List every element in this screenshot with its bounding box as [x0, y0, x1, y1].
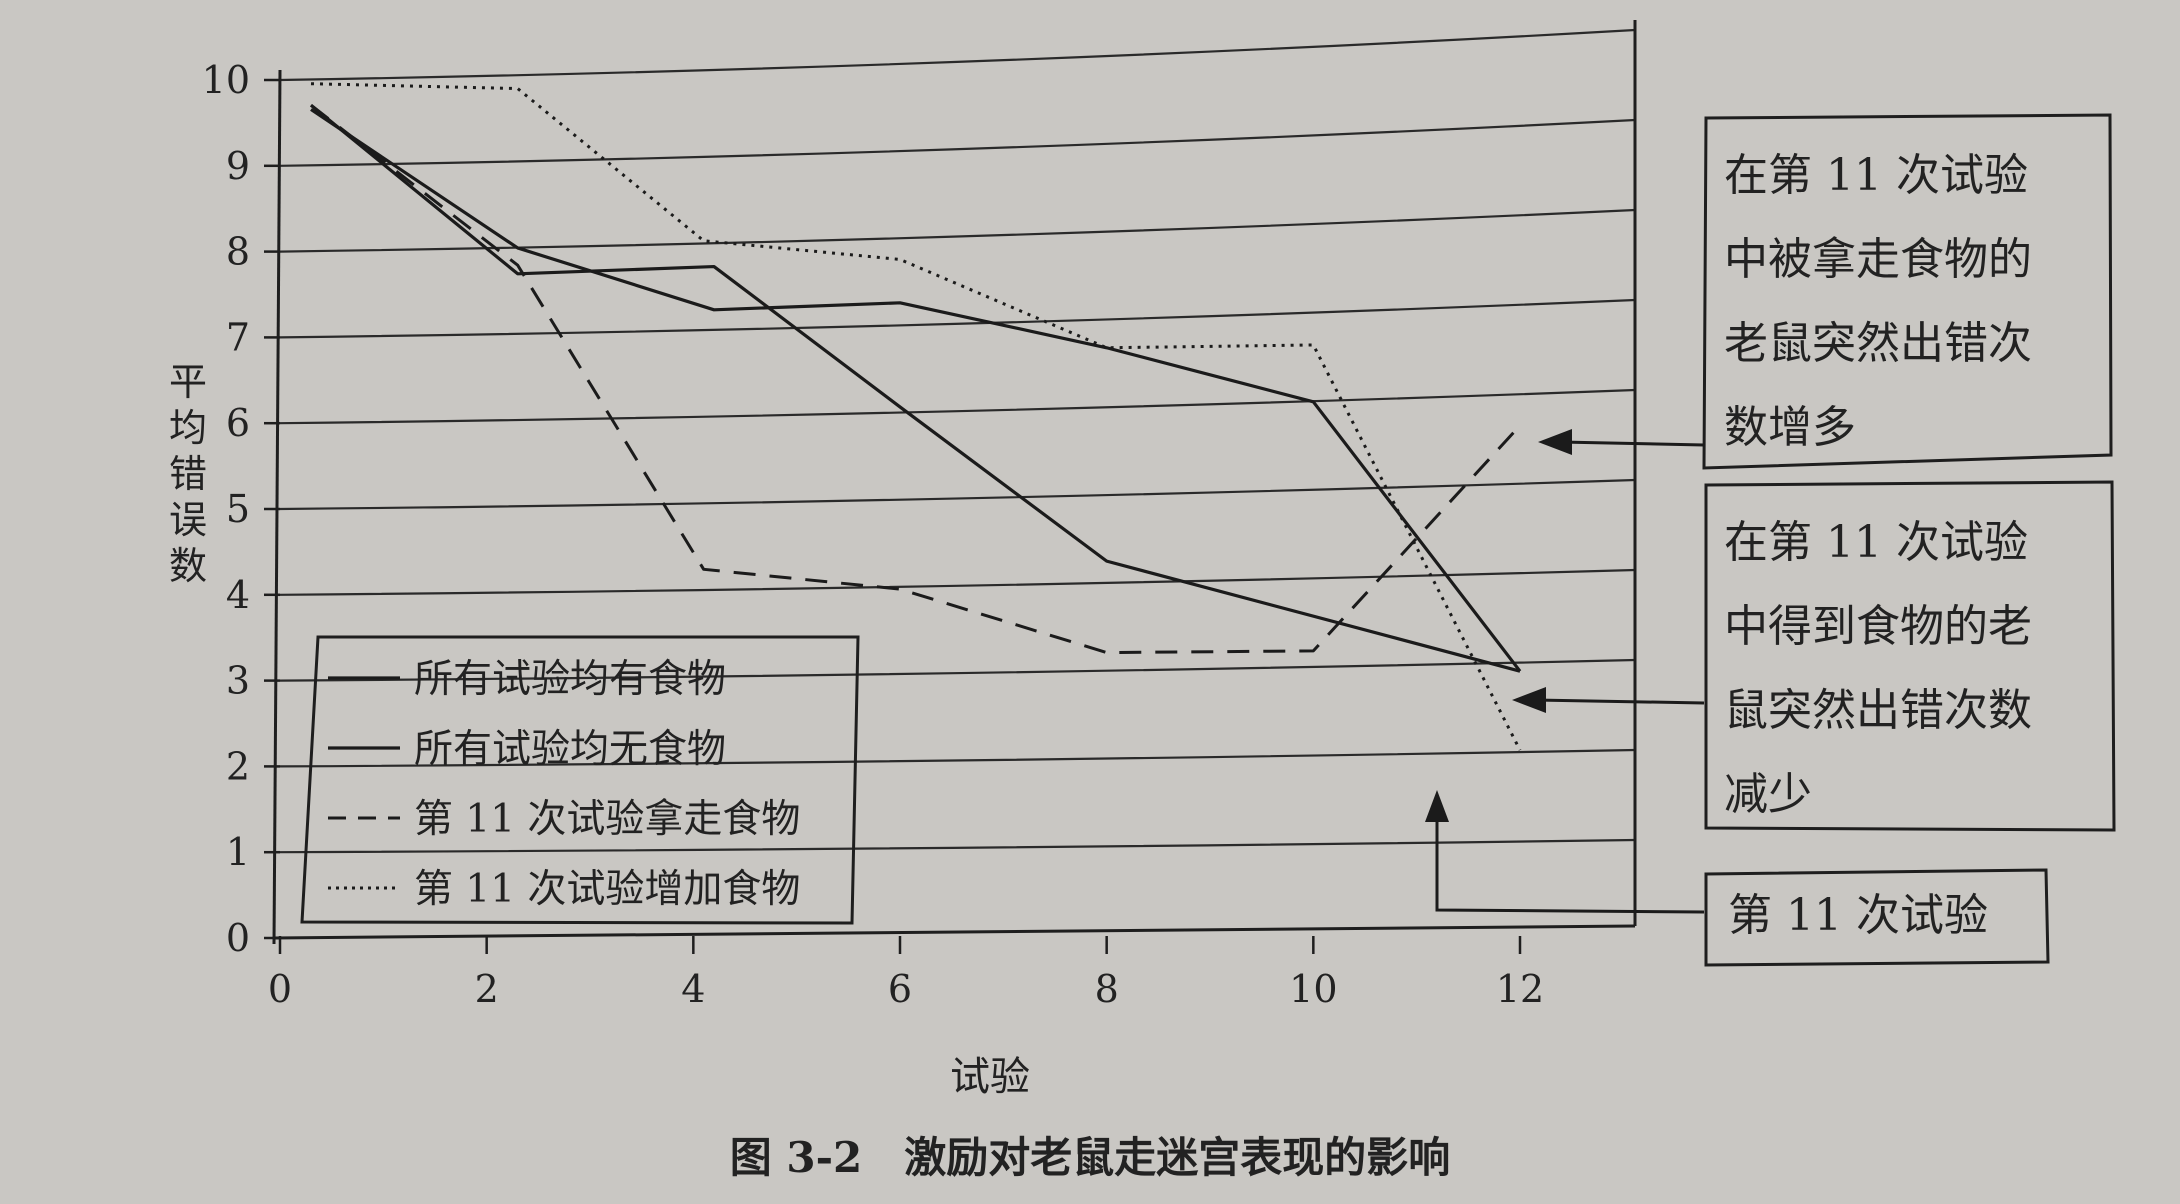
gridline-4 — [279, 568, 1636, 596]
arrow-head-3 — [1425, 790, 1449, 822]
annotation-text: 减少 — [1724, 769, 1812, 820]
gridline-7 — [279, 298, 1636, 339]
x-axis-label: 试验 — [950, 1054, 1030, 1100]
y-tick-label: 0 — [226, 916, 250, 960]
annotation-box-2 — [1704, 480, 2116, 832]
y-tick-label: 4 — [226, 573, 250, 617]
arrow-shaft-1 — [1559, 440, 1705, 447]
annotation-text: 第 11 次试验 — [1728, 890, 1988, 941]
gridlines — [279, 28, 1636, 854]
arrow-shaft-2 — [1534, 698, 1705, 705]
annotation-text: 数增多 — [1724, 402, 1856, 453]
gridline-1 — [279, 838, 1636, 854]
y-tick-label: 9 — [226, 144, 250, 188]
gridline-6 — [279, 388, 1636, 425]
y-tick-label: 3 — [226, 659, 250, 703]
x-axis-line — [273, 924, 1636, 940]
annotation-box-1 — [1702, 113, 2113, 470]
x-tick-label: 8 — [1095, 967, 1119, 1011]
annotation-text: 鼠突然出错次数 — [1724, 685, 2032, 736]
x-tick-label: 2 — [475, 967, 499, 1011]
gridline-8 — [279, 208, 1636, 253]
annotation-text: 老鼠突然出错次 — [1724, 318, 2032, 369]
annotation-box-3 — [1704, 868, 2050, 967]
gridline-9 — [279, 118, 1636, 167]
y-tick-label: 8 — [226, 230, 250, 274]
series-line-2 — [310, 108, 1522, 673]
legend-label-2: 所有试验均无食物 — [414, 727, 726, 772]
annotation-text: 中得到食物的老 — [1724, 601, 2032, 652]
y-tick-label: 5 — [226, 487, 250, 531]
x-tick-label: 10 — [1289, 967, 1337, 1011]
series-line-1 — [309, 103, 1521, 673]
y-tick-label: 6 — [226, 401, 250, 445]
annotation-text: 在第 11 次试验 — [1724, 517, 2028, 568]
x-tick-label: 6 — [888, 967, 912, 1011]
legend-box — [300, 635, 860, 925]
series-line-3 — [310, 103, 1522, 655]
y-tick-label: 7 — [226, 315, 250, 359]
figure-caption: 图 3-2 激励对老鼠走迷宫表现的影响 — [730, 1133, 1451, 1182]
legend-label-1: 所有试验均有食物 — [414, 657, 726, 702]
y-tick-label: 1 — [226, 830, 250, 874]
gridline-10 — [279, 28, 1636, 82]
x-tick-label: 12 — [1496, 967, 1544, 1011]
arrow-head-1 — [1538, 429, 1572, 455]
y-axis-label: 平均错误数 — [169, 360, 207, 588]
x-tick-label: 4 — [681, 967, 705, 1011]
annotation-text: 在第 11 次试验 — [1724, 150, 2028, 201]
gridline-5 — [279, 478, 1636, 511]
annotation-text: 中被拿走食物的 — [1724, 234, 2032, 285]
y-tick-label: 10 — [202, 58, 250, 102]
gridline-2 — [279, 748, 1636, 768]
gridline-3 — [279, 658, 1636, 682]
y-axis-line — [272, 69, 282, 945]
x-tick-label: 0 — [268, 967, 292, 1011]
legend-label-3: 第 11 次试验拿走食物 — [414, 797, 800, 842]
arrow-head-2 — [1512, 687, 1546, 713]
series-lines — [309, 82, 1522, 751]
legend-label-4: 第 11 次试验增加食物 — [414, 867, 800, 912]
arrow-shaft-3 — [1435, 822, 1705, 914]
y-tick-label: 2 — [226, 744, 250, 788]
